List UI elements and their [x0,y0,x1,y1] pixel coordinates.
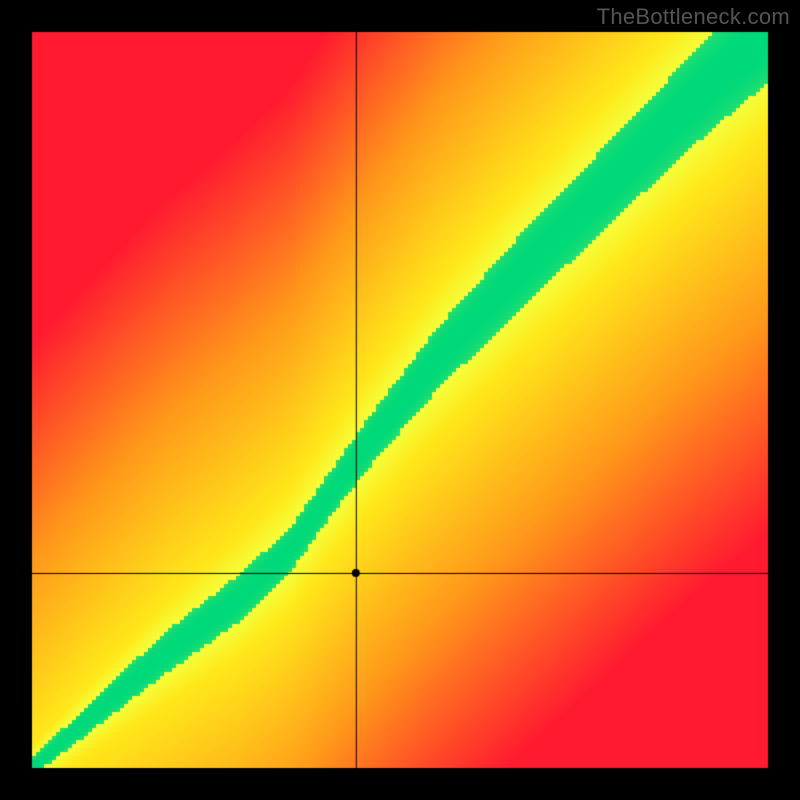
watermark-text: TheBottleneck.com [597,4,790,30]
chart-container: TheBottleneck.com [0,0,800,800]
bottleneck-heatmap-canvas [0,0,800,800]
